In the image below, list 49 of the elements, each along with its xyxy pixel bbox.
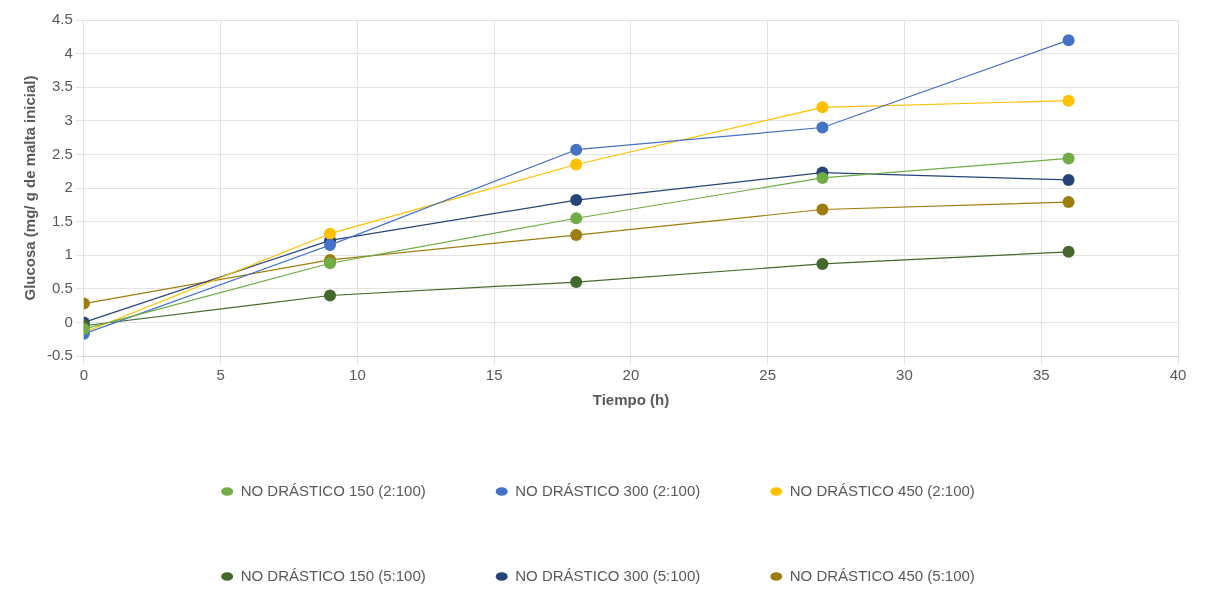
y-tick-label: 2 (64, 178, 73, 196)
x-tick-label: 20 (622, 366, 640, 384)
point (816, 101, 829, 114)
x-axis-title: Tiempo (h) (592, 391, 670, 409)
legend-label: NO DRÁSTICO 150 (5:100) (240, 566, 426, 584)
point (324, 289, 337, 302)
legend-label: NO DRÁSTICO 450 (5:100) (789, 566, 975, 584)
point (1062, 34, 1075, 47)
x-tick-label: 5 (216, 366, 225, 384)
legend-label: NO DRÁSTICO 300 (2:100) (515, 481, 701, 499)
point (1062, 173, 1075, 186)
x-tick-label: 35 (1032, 366, 1050, 384)
point (816, 121, 829, 134)
x-tick-label: 0 (79, 366, 89, 384)
y-tick-label: -0.5 (46, 346, 73, 364)
point (1062, 245, 1075, 258)
point (570, 212, 583, 225)
point (324, 257, 337, 270)
point (570, 194, 583, 207)
point (816, 257, 829, 270)
point (816, 203, 829, 216)
x-tick-label: 10 (349, 366, 366, 384)
x-tick-label: 40 (1169, 366, 1187, 384)
y-axis-title: Glucosa (mg/ g de malta inicial) (21, 75, 39, 301)
point (1062, 152, 1075, 165)
y-tick-label: 4 (64, 43, 73, 61)
y-tick-label: 1 (64, 245, 73, 263)
y-tick-label: 4.5 (51, 10, 73, 28)
point (570, 158, 583, 171)
legend-label: NO DRÁSTICO 300 (5:100) (515, 566, 701, 584)
x-tick-label: 25 (759, 366, 777, 384)
point (570, 143, 583, 156)
y-tick-label: 0.5 (51, 278, 73, 296)
y-tick-label: 2.5 (51, 144, 73, 162)
y-tick-label: 3.5 (51, 77, 73, 95)
y-tick-label: 1.5 (51, 211, 73, 229)
point (324, 227, 337, 240)
y-tick-label: 3 (64, 110, 73, 128)
point (1062, 196, 1075, 209)
y-tick-label: 0 (64, 312, 73, 330)
legend-label: NO DRÁSTICO 150 (2:100) (240, 481, 426, 499)
x-tick-label: 15 (485, 366, 503, 384)
point (1062, 94, 1075, 107)
point (570, 229, 583, 242)
point (324, 239, 337, 252)
point (816, 171, 829, 184)
point (570, 276, 583, 289)
x-tick-label: 30 (896, 366, 913, 384)
legend-label: NO DRÁSTICO 450 (2:100) (789, 481, 975, 499)
